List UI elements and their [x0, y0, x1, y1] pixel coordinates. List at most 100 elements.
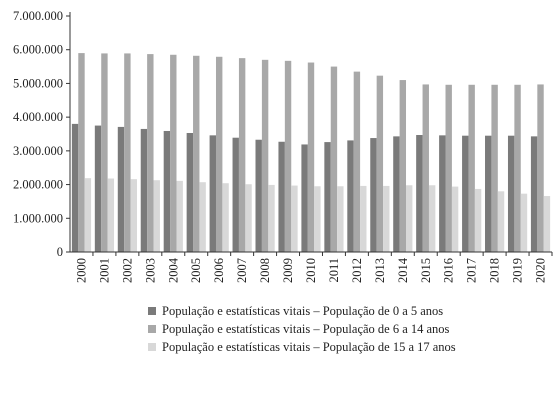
x-tick-label: 2013	[373, 258, 387, 283]
x-tick-label: 2002	[120, 258, 134, 283]
bar-series-1	[301, 144, 308, 252]
bar-series-1	[393, 136, 400, 252]
bar-series-3	[176, 180, 183, 252]
bar-series-2	[147, 54, 154, 252]
bar-series-1	[507, 135, 515, 252]
x-tick-label: 2011	[327, 258, 341, 283]
bar-series-1	[255, 139, 262, 252]
bar-series-2	[514, 84, 521, 252]
bar-series-1	[209, 135, 216, 252]
bar-series-1	[186, 132, 194, 252]
bar-series-2	[215, 56, 223, 252]
bar-series-2	[353, 71, 361, 252]
bar-series-2	[399, 80, 407, 252]
x-axis: 2000 2001 2002 2003 2004 2005 2006 2007 2008 2009…	[70, 251, 553, 283]
bar-series-1	[416, 135, 423, 252]
bar-series-2	[307, 62, 315, 252]
x-tick-label: 2008	[258, 258, 272, 283]
bar-series-1	[163, 130, 171, 252]
bar-series-2	[193, 55, 200, 252]
bar-series-2	[330, 66, 338, 252]
x-tick-label: 2007	[235, 258, 249, 283]
x-tick-label: 2018	[488, 258, 502, 283]
legend-label: População e estatísticas vitais – Popula…	[162, 340, 456, 354]
bar-series-2	[101, 53, 108, 252]
legend-label: População e estatísticas vitais – Popula…	[162, 304, 443, 318]
legend-swatch	[148, 325, 156, 333]
bar-series-3	[314, 186, 321, 252]
x-tick-label: 2016	[442, 258, 456, 283]
x-tick-label: 2015	[419, 258, 433, 283]
bar-series-2	[78, 53, 85, 253]
y-tick-label: 6.000.000	[13, 43, 63, 57]
bar-series-3	[474, 188, 482, 252]
bar-series-1	[324, 142, 331, 252]
x-tick-label: 2003	[143, 258, 157, 283]
bar-series-2	[376, 75, 384, 252]
x-tick-label: 2014	[396, 257, 410, 283]
x-tick-label: 2006	[212, 258, 226, 283]
x-tick-label: 2017	[465, 258, 479, 283]
bar-series-2	[422, 84, 429, 252]
bar-series-3	[543, 196, 551, 252]
y-tick-label: 1.000.000	[13, 211, 63, 225]
bar-series-3	[199, 182, 206, 252]
bar-series-3	[153, 180, 160, 252]
y-axis: 0 1.000.000 2.000.000 3.000.000 4.000.000 5.0…	[13, 9, 71, 259]
bars	[71, 53, 551, 253]
legend-swatch	[148, 307, 156, 315]
x-tick-label: 2009	[281, 258, 295, 283]
bar-series-3	[428, 185, 436, 252]
bar-series-3	[520, 193, 528, 252]
bar-series-3	[107, 178, 115, 252]
bar-series-2	[261, 59, 269, 252]
y-tick-label: 2.000.000	[13, 178, 63, 192]
bar-series-1	[232, 137, 239, 252]
bar-series-3	[245, 184, 252, 252]
bar-series-2	[170, 54, 177, 252]
bar-series-3	[84, 178, 92, 252]
x-tick-label: 2004	[166, 257, 180, 283]
bar-series-3	[222, 183, 229, 252]
bar-series-1	[370, 138, 377, 252]
x-tick-label: 2001	[97, 258, 111, 283]
bar-series-1	[94, 125, 102, 252]
bar-series-3	[291, 185, 298, 252]
bar-series-1	[140, 128, 148, 252]
bar-series-3	[406, 185, 413, 252]
bar-series-1	[530, 136, 538, 252]
bar-series-3	[383, 185, 390, 252]
bar-series-2	[468, 84, 475, 252]
x-tick-label: 2020	[534, 258, 548, 283]
bar-series-3	[360, 185, 367, 252]
bar-series-3	[130, 179, 137, 252]
legend-swatch	[148, 343, 156, 351]
bar-series-1	[439, 135, 446, 252]
bar-series-1	[462, 135, 469, 252]
x-tick-label: 2012	[350, 258, 364, 283]
y-tick-label: 0	[57, 245, 63, 259]
legend-label: População e estatísticas vitais – Popula…	[162, 322, 450, 336]
bar-series-1	[278, 141, 285, 252]
bar-series-2	[238, 58, 246, 252]
bar-series-1	[485, 135, 492, 252]
bar-series-2	[284, 60, 292, 253]
x-tick-label: 2000	[74, 258, 88, 283]
y-tick-label: 5.000.000	[13, 76, 63, 90]
bar-series-2	[491, 84, 498, 252]
bar-series-1	[347, 140, 354, 252]
y-tick-label: 3.000.000	[13, 144, 63, 158]
bar-series-1	[117, 126, 125, 252]
bar-series-2	[445, 84, 452, 252]
y-tick-label: 7.000.000	[13, 9, 63, 23]
bar-series-2	[537, 84, 544, 252]
bar-series-3	[451, 186, 459, 252]
bar-series-2	[124, 53, 131, 252]
x-tick-label: 2005	[189, 258, 203, 283]
legend: População e estatísticas vitais – Popula…	[148, 304, 456, 354]
bar-series-3	[268, 184, 275, 252]
y-tick-label: 4.000.000	[13, 110, 63, 124]
x-tick-label: 2010	[304, 258, 318, 283]
bar-series-3	[497, 191, 505, 252]
